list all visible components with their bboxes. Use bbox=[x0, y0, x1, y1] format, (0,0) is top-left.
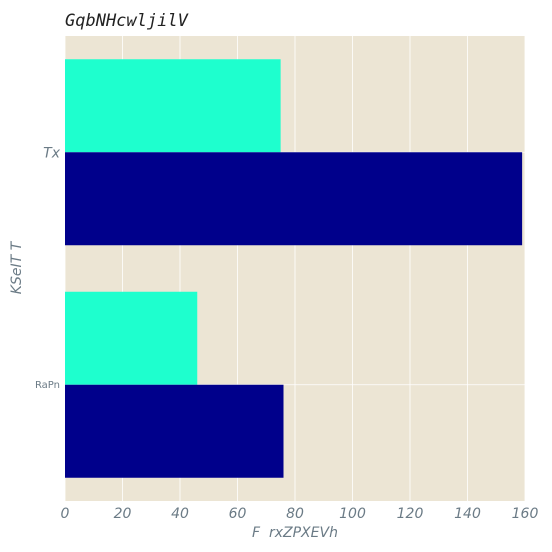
y-tick-label: RaPn bbox=[35, 380, 60, 391]
x-tick-label: 120 bbox=[397, 506, 424, 522]
x-tick-label: 60 bbox=[229, 506, 247, 522]
x-tick-label: 0 bbox=[61, 506, 70, 522]
x-tick-label: 140 bbox=[454, 506, 481, 522]
x-tick-labels: 0 20 40 60 80 100 120 140 160 bbox=[61, 506, 539, 522]
y-tick-labels: RaPn Tx bbox=[35, 145, 61, 391]
bar-rapn-series-2 bbox=[65, 384, 284, 478]
bars bbox=[65, 59, 523, 478]
y-axis-label: KSeIT T bbox=[9, 240, 25, 294]
x-tick-label: 100 bbox=[339, 506, 366, 522]
x-axis-label: F rxZPXEVh bbox=[252, 525, 338, 541]
x-tick-label: 160 bbox=[512, 506, 539, 522]
bar-tx-series-1 bbox=[65, 59, 281, 153]
x-tick-label: 40 bbox=[171, 506, 189, 522]
bar-tx-series-2 bbox=[65, 152, 523, 246]
chart-title: GqbNHcwljilV bbox=[65, 11, 189, 31]
x-tick-label: 20 bbox=[114, 506, 132, 522]
y-tick-label: Tx bbox=[43, 145, 61, 161]
bar-rapn-series-1 bbox=[65, 291, 198, 385]
x-tick-label: 80 bbox=[286, 506, 304, 522]
